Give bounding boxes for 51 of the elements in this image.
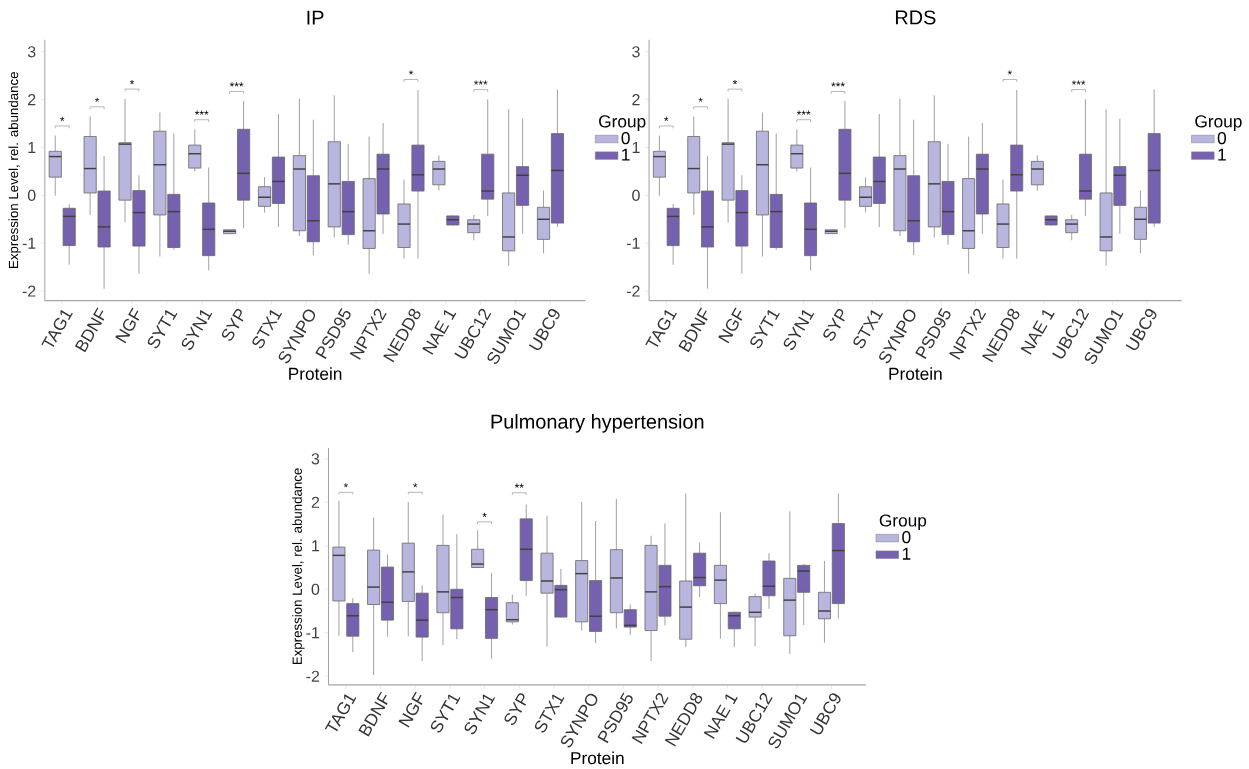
annotation: * — [1007, 70, 1012, 75]
y-tick-label: -1 — [626, 237, 640, 249]
y-tick-label: 2 — [632, 94, 640, 106]
legend-label: 1 — [902, 547, 911, 560]
legend-label: 1 — [1218, 148, 1226, 161]
annotation: * — [343, 483, 348, 488]
annotation: *** — [796, 110, 811, 115]
chart-title: RDS — [895, 10, 936, 25]
y-tick-label: 2 — [28, 94, 36, 106]
annotation: * — [413, 483, 418, 488]
legend-label: 0 — [1217, 132, 1227, 145]
y-tick-label: -1 — [306, 627, 320, 639]
y-tick-label: -1 — [22, 237, 36, 249]
annotation: *** — [194, 110, 209, 115]
annotation: * — [408, 70, 414, 75]
y-axis-title: Expression Level, rel. abundance — [8, 72, 21, 269]
y-tick-label: 0 — [27, 189, 36, 202]
y-tick-label: 1 — [312, 540, 320, 552]
chart-title: Pulmonary hypertension — [491, 414, 704, 433]
y-tick-label: 2 — [311, 496, 320, 509]
annotation: ** — [514, 483, 524, 489]
annotation: *** — [473, 80, 488, 85]
x-axis-title: Protein — [571, 751, 624, 765]
annotation: * — [482, 512, 487, 518]
y-tick-label: 1 — [28, 142, 36, 154]
annotation: *** — [1071, 80, 1086, 85]
legend-label: 0 — [902, 531, 911, 544]
annotation: * — [698, 97, 703, 103]
annotation: *** — [229, 82, 244, 87]
legend-title: Group — [1195, 115, 1242, 132]
annotation: * — [129, 80, 135, 85]
y-tick-label: 3 — [311, 453, 320, 465]
y-tick-label: 0 — [311, 583, 320, 596]
y-tick-label: -2 — [22, 285, 36, 297]
annotation: * — [664, 117, 669, 122]
x-axis-title: Protein — [889, 367, 942, 381]
y-tick-label: 0 — [632, 189, 640, 202]
y-tick-label: 1 — [632, 142, 640, 154]
annotation: * — [94, 97, 100, 103]
chart-title: IP — [307, 11, 324, 25]
annotation: * — [60, 117, 65, 122]
y-tick-label: 3 — [632, 46, 640, 58]
y-axis-title: Expression Level, rel. abundance — [292, 468, 305, 665]
x-axis-title: Protein — [289, 367, 342, 381]
y-tick-label: -2 — [626, 285, 640, 297]
annotation: *** — [831, 82, 845, 87]
annotation: * — [732, 80, 738, 85]
legend-title: Group — [599, 115, 646, 132]
y-tick-label: -2 — [306, 670, 320, 682]
legend-title: Group — [879, 514, 927, 531]
y-tick-label: 3 — [27, 46, 36, 58]
